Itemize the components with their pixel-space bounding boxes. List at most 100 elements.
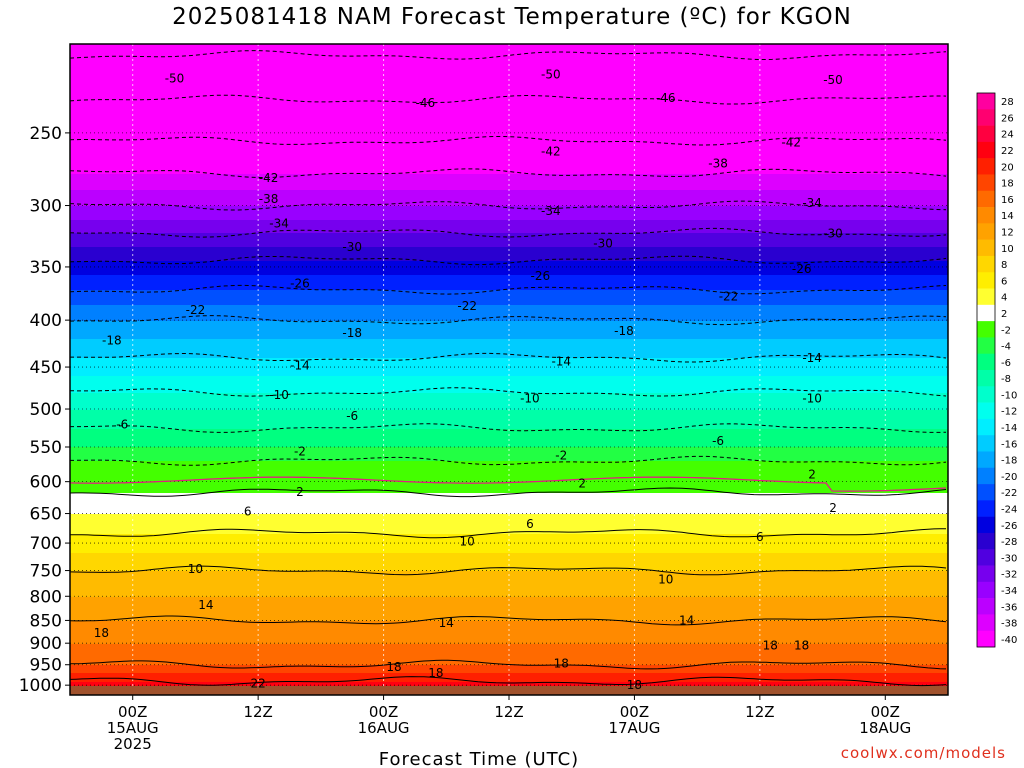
x-tick-label: 00Z bbox=[118, 703, 147, 721]
contour-label: -18 bbox=[342, 326, 362, 340]
y-tick-label: 350 bbox=[30, 258, 62, 278]
temperature-band bbox=[70, 393, 948, 411]
contour-label: -50 bbox=[165, 71, 185, 85]
colorbar-swatch bbox=[977, 125, 995, 143]
contour-label: -30 bbox=[342, 240, 362, 254]
isotherm-line bbox=[69, 387, 947, 397]
x-tick-label: 15AUG bbox=[107, 719, 159, 737]
contour-label: 18 bbox=[763, 638, 778, 652]
x-tick-label: 12Z bbox=[494, 703, 523, 721]
colorbar-swatch bbox=[977, 190, 995, 208]
colorbar-label: 18 bbox=[1001, 179, 1014, 190]
contour-label: 18 bbox=[94, 626, 109, 640]
contour-label: -2 bbox=[294, 444, 306, 458]
colorbar-swatch bbox=[977, 435, 995, 452]
contour-label: -34 bbox=[802, 196, 822, 210]
contour-label: -14 bbox=[551, 355, 571, 369]
colorbar-swatch bbox=[977, 93, 995, 110]
contour-label: 18 bbox=[428, 666, 443, 680]
colorbar-label: 20 bbox=[1001, 162, 1014, 173]
colorbar-swatch bbox=[977, 614, 995, 632]
colorbar-label: -8 bbox=[1001, 374, 1011, 385]
colorbar-swatch bbox=[977, 158, 995, 175]
contour-label: -30 bbox=[593, 236, 613, 250]
temperature-band bbox=[70, 429, 948, 448]
colorbar-swatch bbox=[977, 272, 995, 289]
colorbar-frame bbox=[976, 92, 996, 648]
colorbar-label: -24 bbox=[1001, 505, 1017, 516]
contour-label: 18 bbox=[794, 638, 809, 652]
colorbar-swatch bbox=[977, 353, 995, 371]
contour-label: -18 bbox=[102, 334, 122, 348]
y-tick-label: 750 bbox=[30, 562, 62, 582]
isotherm-line bbox=[70, 528, 946, 539]
y-tick-label: 900 bbox=[30, 634, 62, 654]
temperature-band bbox=[70, 190, 948, 207]
contour-label: -14 bbox=[802, 351, 822, 365]
isotherm-line bbox=[69, 284, 947, 295]
colorbar-label: 16 bbox=[1001, 195, 1014, 206]
isotherm-line bbox=[69, 676, 947, 687]
isotherm-line bbox=[69, 168, 947, 179]
contour-label: 18 bbox=[554, 656, 569, 670]
colorbar-label: 10 bbox=[1001, 244, 1014, 255]
colorbar-swatch bbox=[977, 598, 995, 615]
contour-labels: -50 -46 -50 -46 -50 -42 -42 -38 -42 -38 -34 -34 -34 -… bbox=[94, 68, 843, 693]
x-tick-label: 00Z bbox=[369, 703, 398, 721]
colorbar-label: -40 bbox=[1001, 635, 1017, 646]
colorbar-label: -6 bbox=[1001, 358, 1011, 369]
colorbar-swatch bbox=[977, 581, 995, 599]
colorbar-swatch bbox=[977, 418, 995, 436]
isotherm-line bbox=[69, 315, 947, 326]
colorbar-label: -32 bbox=[1001, 570, 1017, 581]
colorbar-label: 26 bbox=[1001, 113, 1014, 124]
colorbar-swatch bbox=[977, 565, 995, 583]
temperature-band bbox=[70, 621, 948, 645]
colorbar-label: 6 bbox=[1001, 276, 1007, 287]
temperature-band bbox=[70, 673, 948, 683]
isotherm-line bbox=[69, 200, 947, 211]
colorbar-label: -12 bbox=[1001, 407, 1017, 418]
contour-label: -50 bbox=[541, 68, 561, 82]
temperature-band bbox=[70, 220, 948, 234]
colorbar-swatch bbox=[977, 516, 995, 534]
contour-label: 18 bbox=[627, 678, 642, 692]
colorbar-swatch bbox=[977, 500, 995, 517]
contour-label: -46 bbox=[656, 91, 676, 105]
y-tick-label: 250 bbox=[30, 124, 62, 144]
colorbar-label: 14 bbox=[1001, 211, 1014, 222]
gridlines bbox=[70, 44, 948, 686]
colorbar-label: -20 bbox=[1001, 472, 1017, 483]
isotherm-line bbox=[69, 565, 947, 576]
isotherm-lines bbox=[69, 50, 947, 687]
colorbar-swatch bbox=[977, 484, 995, 501]
contour-label: -6 bbox=[346, 409, 358, 423]
x-tick-label: 18AUG bbox=[859, 719, 911, 737]
colorbar-label: 24 bbox=[1001, 130, 1014, 141]
y-tick-label: 300 bbox=[30, 197, 62, 217]
colorbar-label: -4 bbox=[1001, 342, 1011, 353]
isotherm-line bbox=[69, 455, 947, 466]
contour-label: 10 bbox=[460, 534, 475, 548]
y-tick-label: 550 bbox=[30, 438, 62, 458]
contour-label: -42 bbox=[259, 171, 279, 185]
y-tick-label: 1000 bbox=[19, 676, 62, 696]
colorbar-swatch bbox=[977, 288, 995, 306]
colorbar-swatch bbox=[977, 304, 995, 322]
temperature-band bbox=[70, 553, 948, 572]
contour-label: 14 bbox=[198, 598, 213, 612]
contour-label: -10 bbox=[520, 392, 540, 406]
colorbar-swatch bbox=[977, 239, 995, 257]
isotherm-line bbox=[69, 659, 947, 670]
ground-strip bbox=[70, 685, 948, 695]
colorbar-swatch bbox=[977, 321, 995, 338]
isotherm-line bbox=[70, 423, 947, 433]
colorbar-label: -36 bbox=[1001, 602, 1017, 613]
y-tick-label: 600 bbox=[30, 473, 62, 493]
temperature-band bbox=[70, 275, 948, 291]
colorbar-swatch bbox=[977, 337, 995, 355]
contour-label: 6 bbox=[244, 505, 252, 519]
contour-label: 2 bbox=[578, 477, 586, 491]
colorbar-label: 2 bbox=[1001, 309, 1007, 320]
